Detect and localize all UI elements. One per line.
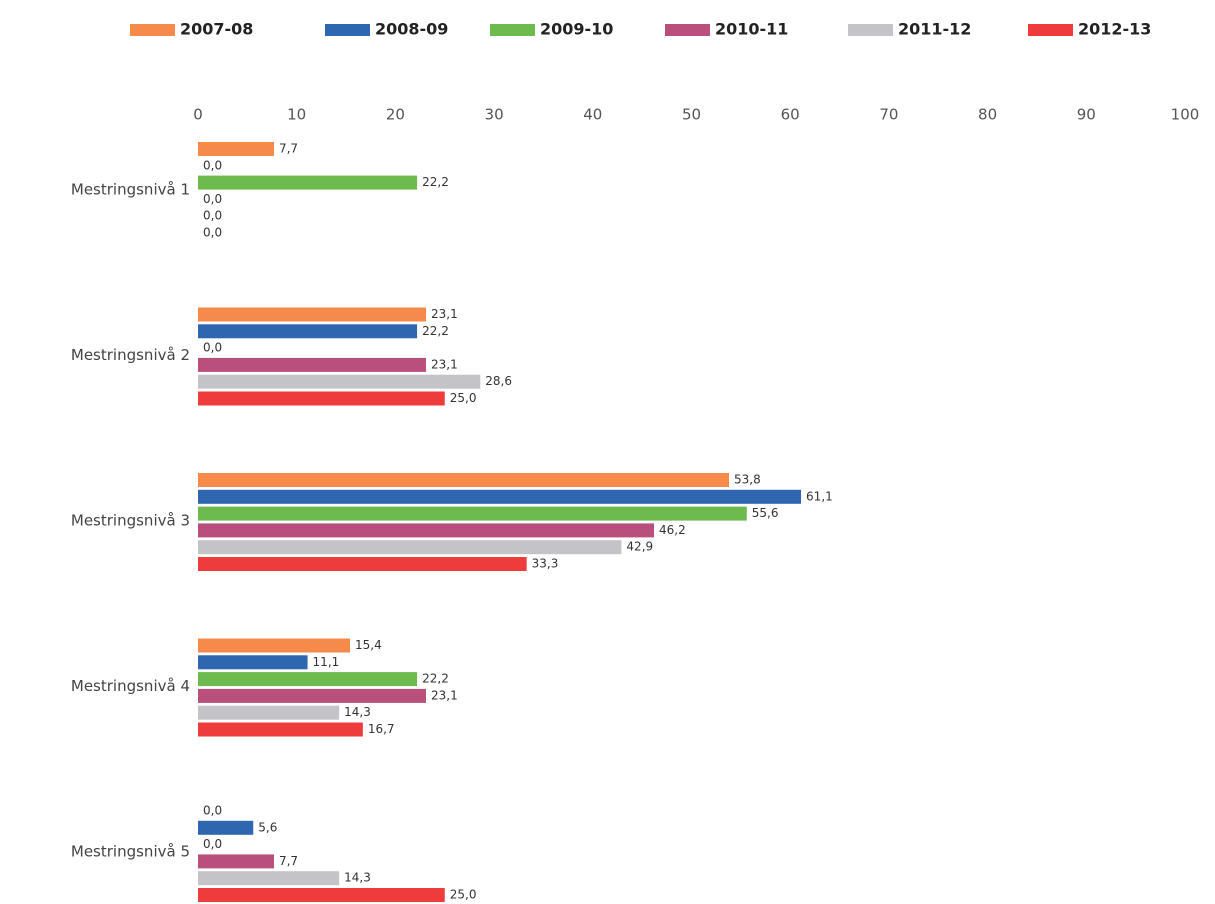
value-label: 0,0: [203, 209, 222, 223]
legend-label: 2009-10: [540, 20, 613, 39]
value-label: 61,1: [806, 489, 833, 503]
legend-swatch: [325, 24, 370, 36]
value-label: 42,9: [626, 540, 653, 554]
x-tick-label: 10: [287, 106, 306, 124]
x-tick-label: 100: [1171, 106, 1200, 124]
value-label: 55,6: [752, 506, 779, 520]
legend-swatch: [490, 24, 535, 36]
value-label: 7,7: [279, 142, 298, 156]
bar: [198, 523, 654, 538]
x-tick-label: 40: [583, 106, 602, 124]
x-tick-label: 50: [682, 106, 701, 124]
value-label: 33,3: [532, 557, 559, 571]
bar: [198, 854, 274, 869]
value-label: 14,3: [344, 705, 371, 719]
value-label: 23,1: [431, 688, 458, 702]
bar: [198, 655, 308, 670]
bar: [198, 175, 418, 190]
value-label: 0,0: [203, 192, 222, 206]
value-label: 5,6: [258, 820, 277, 834]
bar: [198, 871, 340, 886]
value-label: 0,0: [203, 341, 222, 355]
bar: [198, 722, 363, 737]
value-label: 46,2: [659, 523, 686, 537]
legend-label: 2012-13: [1078, 20, 1151, 39]
value-label: 0,0: [203, 158, 222, 172]
bar: [198, 540, 622, 555]
value-label: 0,0: [203, 226, 222, 240]
value-label: 14,3: [344, 871, 371, 885]
value-label: 23,1: [431, 357, 458, 371]
category-label: Mestringsnivå 4: [71, 677, 190, 695]
x-tick-label: 80: [978, 106, 997, 124]
value-label: 22,2: [422, 672, 449, 686]
x-tick-label: 0: [193, 106, 203, 124]
bar: [198, 688, 426, 703]
legend-label: 2007-08: [180, 20, 253, 39]
value-label: 0,0: [203, 837, 222, 851]
x-tick-label: 30: [485, 106, 504, 124]
value-label: 22,2: [422, 175, 449, 189]
bar: [198, 357, 426, 372]
category-label: Mestringsnivå 3: [71, 512, 190, 530]
x-tick-label: 70: [879, 106, 898, 124]
bar: [198, 324, 418, 339]
value-label: 7,7: [279, 854, 298, 868]
legend-label: 2008-09: [375, 20, 448, 39]
bar: [198, 705, 340, 720]
legend-swatch: [130, 24, 175, 36]
value-label: 0,0: [203, 804, 222, 818]
category-label: Mestringsnivå 5: [71, 843, 190, 861]
bar: [198, 374, 481, 389]
bar: [198, 391, 445, 406]
value-label: 23,1: [431, 307, 458, 321]
bar: [198, 307, 426, 322]
legend-swatch: [848, 24, 893, 36]
value-label: 16,7: [368, 722, 395, 736]
x-tick-label: 60: [781, 106, 800, 124]
value-label: 11,1: [313, 655, 340, 669]
bar: [198, 489, 802, 504]
value-label: 22,2: [422, 324, 449, 338]
legend-label: 2010-11: [715, 20, 788, 39]
category-label: Mestringsnivå 1: [71, 181, 190, 199]
x-tick-label: 20: [386, 106, 405, 124]
value-label: 53,8: [734, 473, 761, 487]
bar: [198, 888, 445, 902]
bar: [198, 820, 254, 835]
value-label: 25,0: [450, 391, 477, 405]
bar: [198, 557, 527, 571]
value-label: 25,0: [450, 888, 477, 902]
bar: [198, 506, 747, 521]
x-tick-label: 90: [1077, 106, 1096, 124]
bar: [198, 142, 274, 156]
legend-swatch: [1028, 24, 1073, 36]
bar: [198, 672, 418, 687]
value-label: 28,6: [485, 374, 512, 388]
value-label: 15,4: [355, 638, 382, 652]
bar: [198, 473, 730, 487]
bar: [198, 638, 350, 653]
legend-label: 2011-12: [898, 20, 971, 39]
category-label: Mestringsnivå 2: [71, 346, 190, 364]
legend-swatch: [665, 24, 710, 36]
